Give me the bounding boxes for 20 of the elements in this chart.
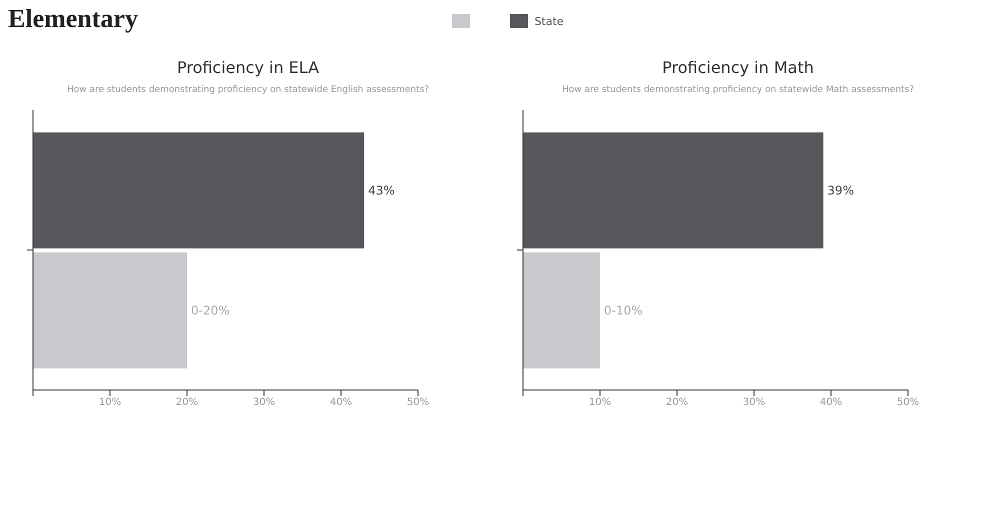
x-tick-label: 50% [406, 397, 430, 408]
text: Elementary [8, 7, 138, 34]
legend-label: State [534, 14, 564, 28]
x-tick-label: 20% [666, 397, 688, 408]
x-tick-label: 10% [98, 397, 122, 408]
x-tick-label: 50% [896, 397, 920, 408]
annotation: 0-20% [191, 303, 230, 318]
chart-subtitle: How are students demonstrating proficiency on statewide English assessments? [66, 85, 430, 95]
chart-title: Proficiency in ELA [176, 58, 320, 77]
annotation: 0-10% [604, 303, 643, 318]
x-tick-label: 40% [330, 397, 352, 408]
chart-subtitle: How are students demonstrating proficiency on statewide Math assessments? [560, 85, 916, 95]
x-tick-label: 40% [820, 397, 842, 408]
data-label: 39% [827, 183, 854, 198]
x-tick-label: 20% [176, 397, 198, 408]
chart-title: Proficiency in Math [661, 58, 815, 77]
x-tick-label: 30% [252, 397, 276, 408]
x-tick-label: 30% [742, 397, 766, 408]
data-label: 43% [368, 183, 395, 198]
x-tick-label: 10% [588, 397, 612, 408]
